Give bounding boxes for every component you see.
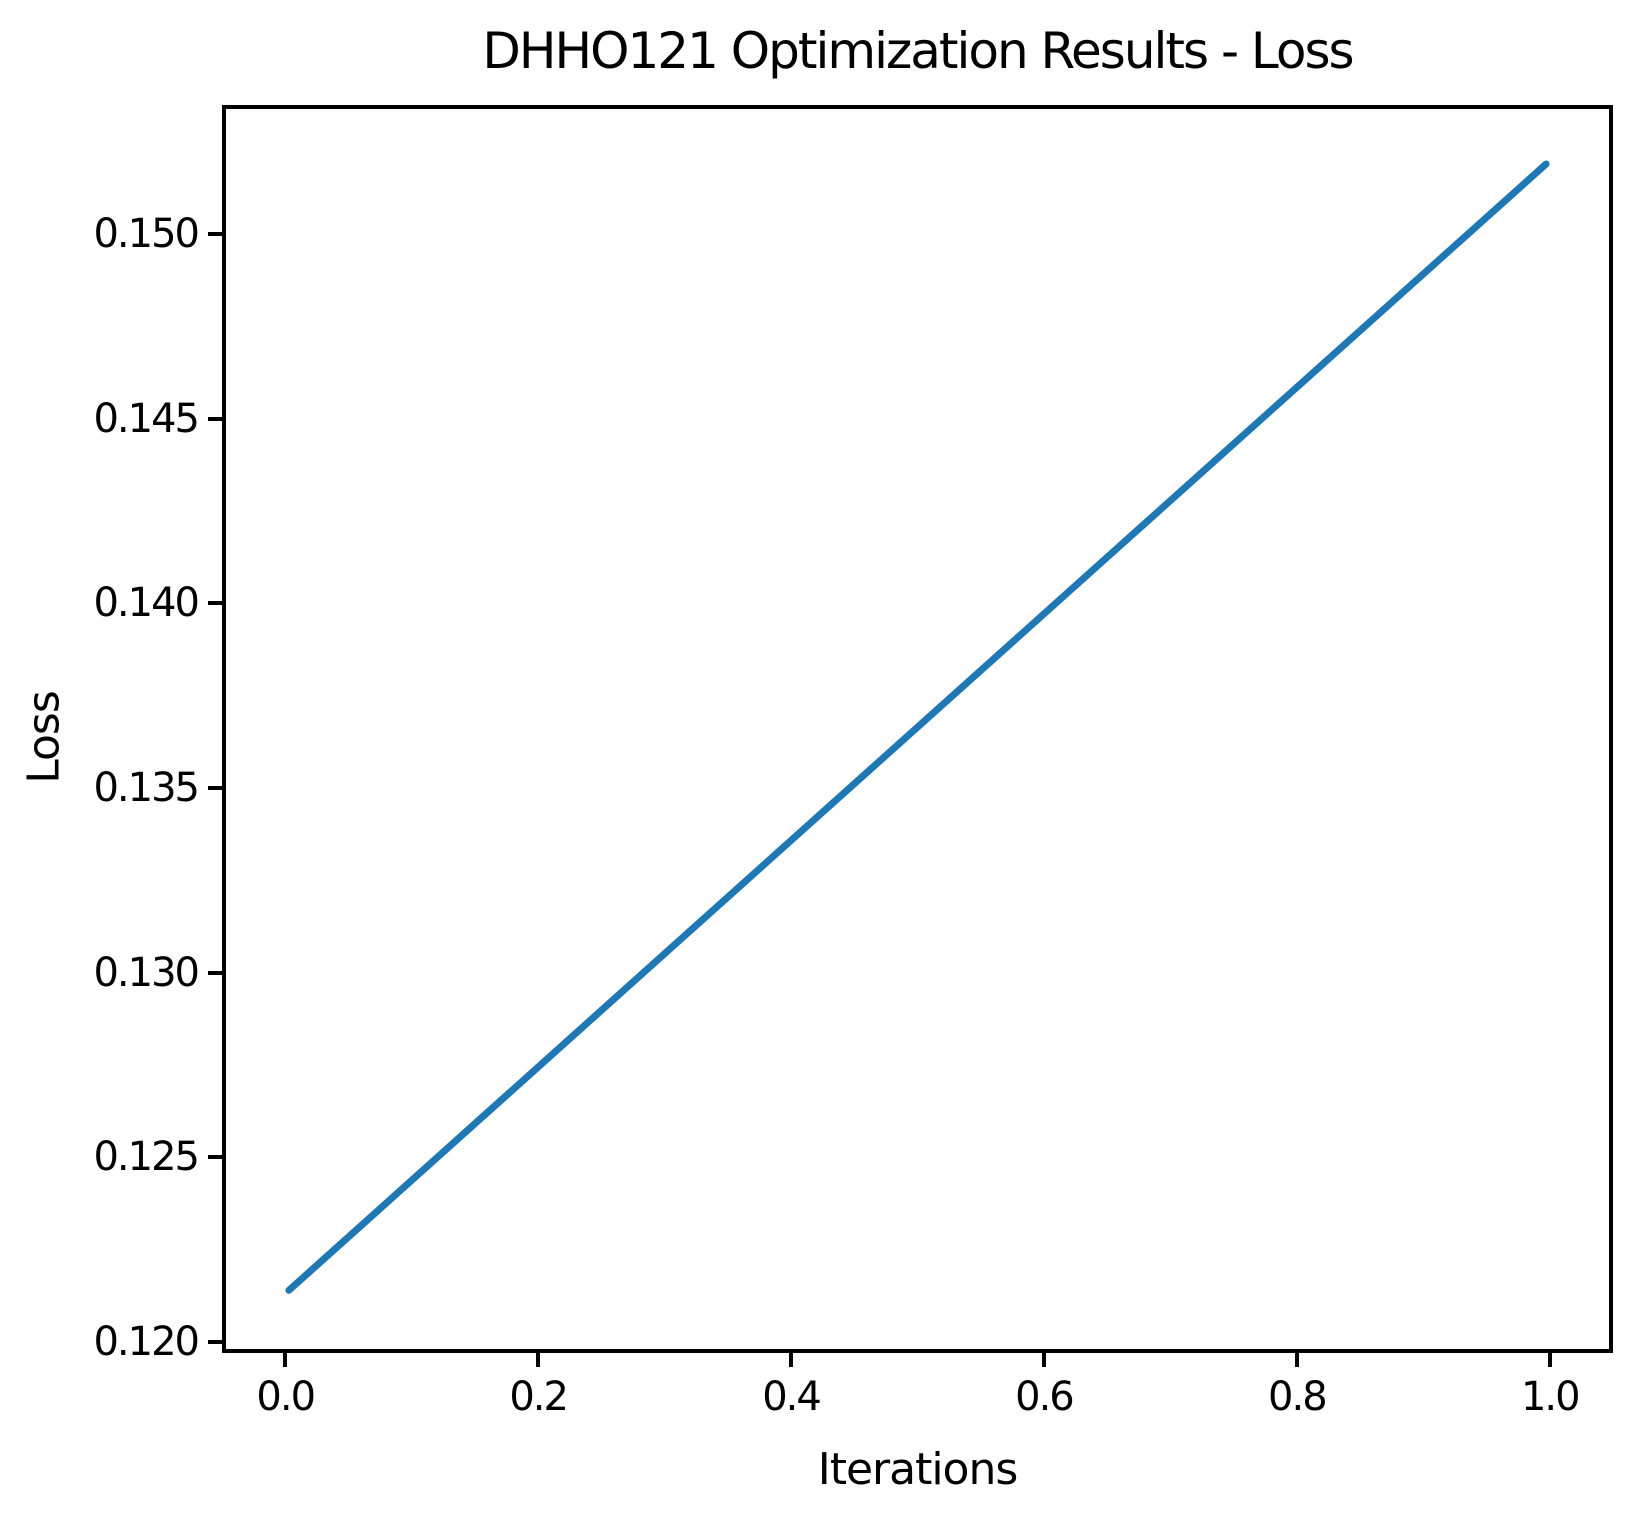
y-tick-mark — [208, 786, 222, 791]
x-tick-mark — [536, 1353, 541, 1367]
x-tick-label: 1.0 — [1520, 1374, 1581, 1420]
y-tick-mark — [208, 601, 222, 606]
y-tick-label: 0.120 — [93, 1318, 200, 1365]
y-tick-label: 0.150 — [93, 211, 200, 258]
y-tick-label: 0.145 — [93, 395, 200, 442]
x-tick-mark — [283, 1353, 288, 1367]
y-tick-mark — [208, 1155, 222, 1160]
x-tick-label: 0.0 — [256, 1374, 316, 1420]
y-tick-label: 0.140 — [93, 580, 200, 627]
loss-line — [285, 160, 1550, 1294]
plot-canvas — [285, 160, 1550, 1294]
x-tick-label: 0.2 — [509, 1374, 569, 1420]
x-tick-mark — [789, 1353, 794, 1367]
chart-title: DHHO121 Optimization Results - Loss — [482, 22, 1354, 80]
y-tick-label: 0.130 — [93, 949, 200, 996]
x-tick-label: 0.4 — [762, 1374, 822, 1420]
y-tick-mark — [208, 416, 222, 421]
y-tick-mark — [208, 1339, 222, 1344]
x-tick-label: 0.8 — [1268, 1374, 1328, 1420]
y-tick-label: 0.125 — [93, 1134, 200, 1181]
x-axis-label: Iterations — [817, 1444, 1019, 1495]
y-tick-mark — [208, 232, 222, 237]
x-tick-label: 0.6 — [1015, 1374, 1075, 1420]
x-tick-mark — [1294, 1353, 1299, 1367]
plot-area — [222, 105, 1613, 1353]
x-tick-mark — [1041, 1353, 1046, 1367]
x-tick-mark — [1547, 1353, 1552, 1367]
y-tick-label: 0.135 — [93, 765, 200, 812]
y-tick-mark — [208, 970, 222, 975]
